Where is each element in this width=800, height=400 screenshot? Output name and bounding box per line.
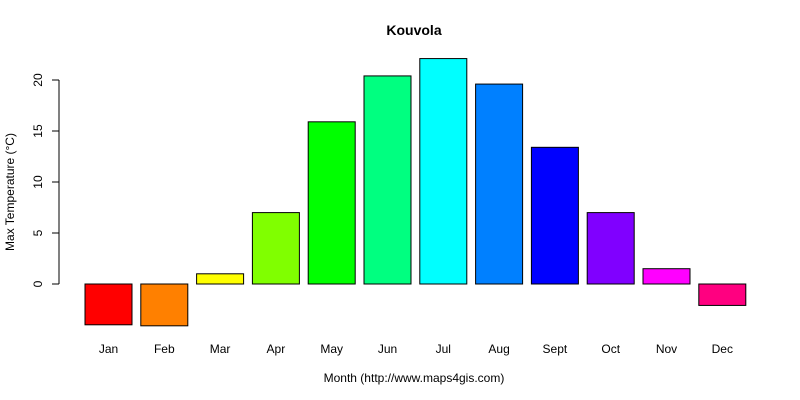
x-tick-label: May xyxy=(320,342,343,356)
bar-apr xyxy=(251,212,300,285)
bar-feb xyxy=(140,283,189,327)
bar-may xyxy=(307,121,356,285)
x-tick-label: Jan xyxy=(99,342,118,356)
bar-nov xyxy=(642,268,691,285)
y-tick-label: 5 xyxy=(31,229,45,236)
x-tick-label: Nov xyxy=(656,342,677,356)
bar-mar xyxy=(196,273,245,285)
bar-jan xyxy=(84,283,133,326)
x-tick-label: Aug xyxy=(488,342,509,356)
y-tick-label: 10 xyxy=(31,175,45,189)
bar-jul xyxy=(419,58,468,285)
x-tick-label: Mar xyxy=(210,342,231,356)
bar-jun xyxy=(363,75,412,285)
chart-title: Kouvola xyxy=(386,22,442,38)
y-tick-label: 15 xyxy=(31,124,45,138)
x-tick-label: Feb xyxy=(154,342,175,356)
bar-aug xyxy=(475,83,524,285)
x-tick-label: Dec xyxy=(712,342,733,356)
bar-dec xyxy=(698,283,747,306)
bar-sept xyxy=(530,146,579,285)
x-tick-label: Sept xyxy=(543,342,568,356)
x-tick-label: Apr xyxy=(267,342,286,356)
x-axis-label: Month (http://www.maps4gis.com) xyxy=(323,371,505,385)
x-tick-label: Oct xyxy=(601,342,620,356)
y-tick-label: 20 xyxy=(31,73,45,87)
x-tick-label: Jul xyxy=(436,342,451,356)
bar-oct xyxy=(586,212,635,285)
y-tick-label: 0 xyxy=(31,280,45,287)
x-tick-label: Jun xyxy=(378,342,397,356)
